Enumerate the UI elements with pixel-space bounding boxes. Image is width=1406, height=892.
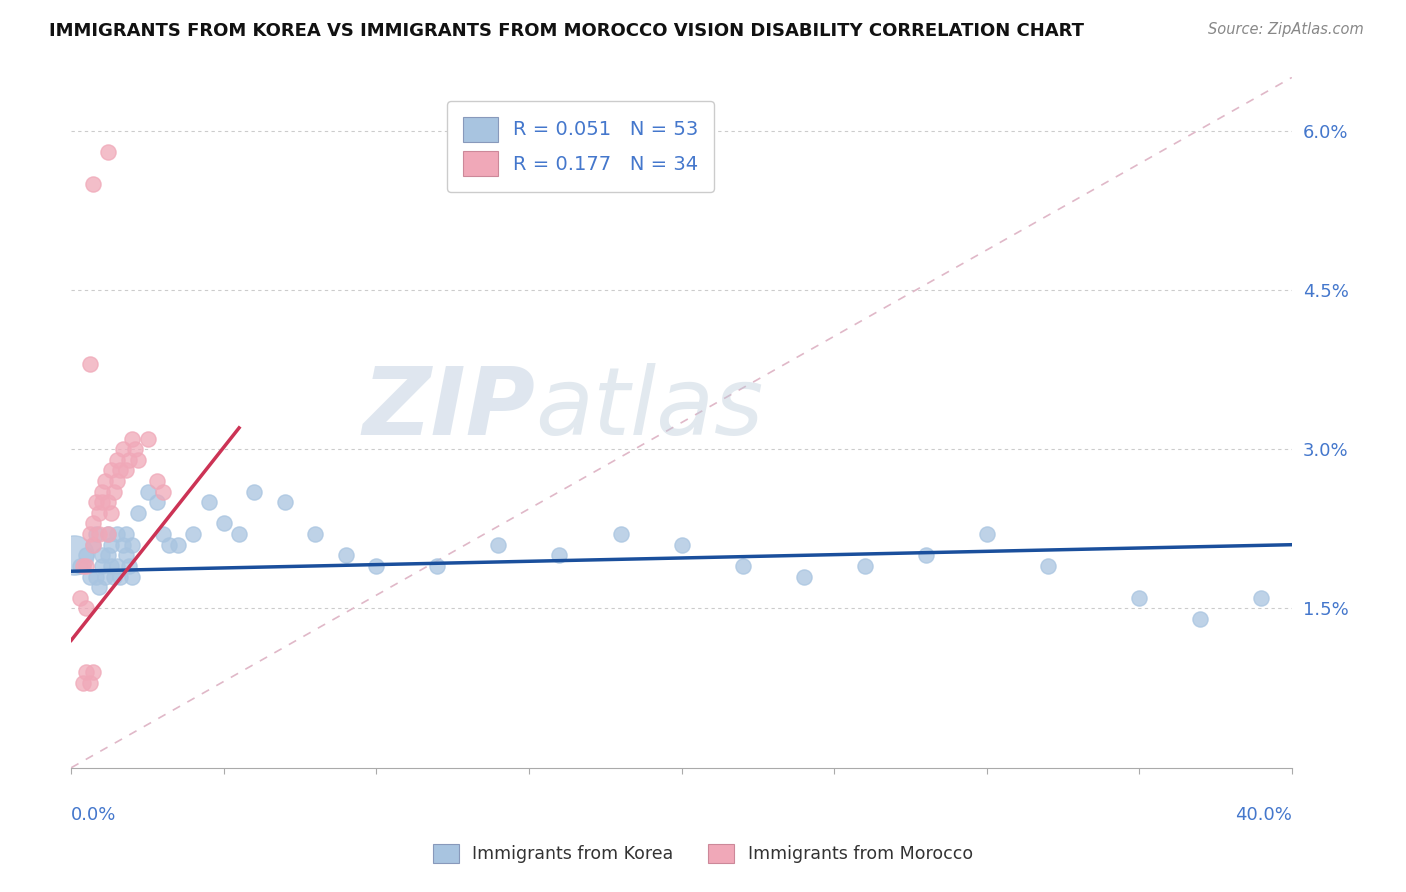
Point <box>94 474 117 488</box>
Point <box>127 452 149 467</box>
Point <box>145 474 167 488</box>
Point <box>108 569 131 583</box>
Point <box>90 558 112 573</box>
Point <box>87 580 110 594</box>
Point <box>105 527 128 541</box>
Point <box>84 569 107 583</box>
Text: 0.0%: 0.0% <box>72 805 117 823</box>
Point <box>79 569 101 583</box>
Point <box>82 538 104 552</box>
Point <box>103 569 125 583</box>
Point <box>90 495 112 509</box>
Point <box>100 463 122 477</box>
Point <box>609 527 631 541</box>
Point <box>1250 591 1272 605</box>
Point <box>84 495 107 509</box>
Point <box>136 484 159 499</box>
Point <box>152 484 174 499</box>
Point <box>94 569 117 583</box>
Point <box>335 549 357 563</box>
Point <box>82 538 104 552</box>
Point <box>1128 591 1150 605</box>
Point <box>82 516 104 531</box>
Text: atlas: atlas <box>536 363 763 454</box>
Point <box>167 538 190 552</box>
Legend: Immigrants from Korea, Immigrants from Morocco: Immigrants from Korea, Immigrants from M… <box>426 837 980 870</box>
Point <box>72 558 94 573</box>
Point <box>853 558 876 573</box>
Point <box>72 675 94 690</box>
Point <box>82 177 104 191</box>
Point <box>100 538 122 552</box>
Point <box>118 452 141 467</box>
Point <box>488 538 510 552</box>
Text: ZIP: ZIP <box>363 363 536 455</box>
Legend: R = 0.051   N = 53, R = 0.177   N = 34: R = 0.051 N = 53, R = 0.177 N = 34 <box>447 101 714 192</box>
Point <box>79 527 101 541</box>
Point <box>124 442 146 456</box>
Point <box>426 558 449 573</box>
Text: IMMIGRANTS FROM KOREA VS IMMIGRANTS FROM MOROCCO VISION DISABILITY CORRELATION C: IMMIGRANTS FROM KOREA VS IMMIGRANTS FROM… <box>49 22 1084 40</box>
Point <box>97 549 120 563</box>
Point <box>105 558 128 573</box>
Point <box>136 432 159 446</box>
Point <box>84 527 107 541</box>
Point <box>87 506 110 520</box>
Point <box>145 495 167 509</box>
Point <box>274 495 297 509</box>
Point <box>197 495 219 509</box>
Point <box>76 665 98 680</box>
Point <box>366 558 388 573</box>
Point <box>69 591 91 605</box>
Point <box>115 549 138 563</box>
Point <box>1036 558 1059 573</box>
Point <box>914 549 936 563</box>
Point <box>212 516 235 531</box>
Point <box>1189 612 1212 626</box>
Point <box>121 538 143 552</box>
Point <box>100 558 122 573</box>
Point <box>671 538 693 552</box>
Point <box>100 506 122 520</box>
Point <box>69 558 91 573</box>
Point <box>118 558 141 573</box>
Point <box>76 601 98 615</box>
Point <box>90 484 112 499</box>
Point <box>115 527 138 541</box>
Point <box>976 527 998 541</box>
Point <box>79 357 101 371</box>
Point <box>76 558 98 573</box>
Text: Source: ZipAtlas.com: Source: ZipAtlas.com <box>1208 22 1364 37</box>
Point <box>103 484 125 499</box>
Point <box>82 665 104 680</box>
Point <box>108 463 131 477</box>
Point <box>304 527 326 541</box>
Point <box>97 495 120 509</box>
Point <box>157 538 180 552</box>
Point <box>105 474 128 488</box>
Point <box>79 675 101 690</box>
Point <box>76 549 98 563</box>
Point <box>793 569 815 583</box>
Point <box>228 527 250 541</box>
Point <box>97 145 120 159</box>
Point <box>243 484 266 499</box>
Point <box>105 452 128 467</box>
Point <box>121 432 143 446</box>
Point <box>731 558 754 573</box>
Point <box>548 549 571 563</box>
Point <box>127 506 149 520</box>
Point <box>63 549 86 563</box>
Point <box>87 527 110 541</box>
Point <box>181 527 204 541</box>
Point <box>97 527 120 541</box>
Point <box>97 527 120 541</box>
Point <box>112 442 135 456</box>
Point <box>115 463 138 477</box>
Text: 40.0%: 40.0% <box>1234 805 1292 823</box>
Point <box>121 569 143 583</box>
Point <box>90 549 112 563</box>
Point <box>112 538 135 552</box>
Point <box>152 527 174 541</box>
